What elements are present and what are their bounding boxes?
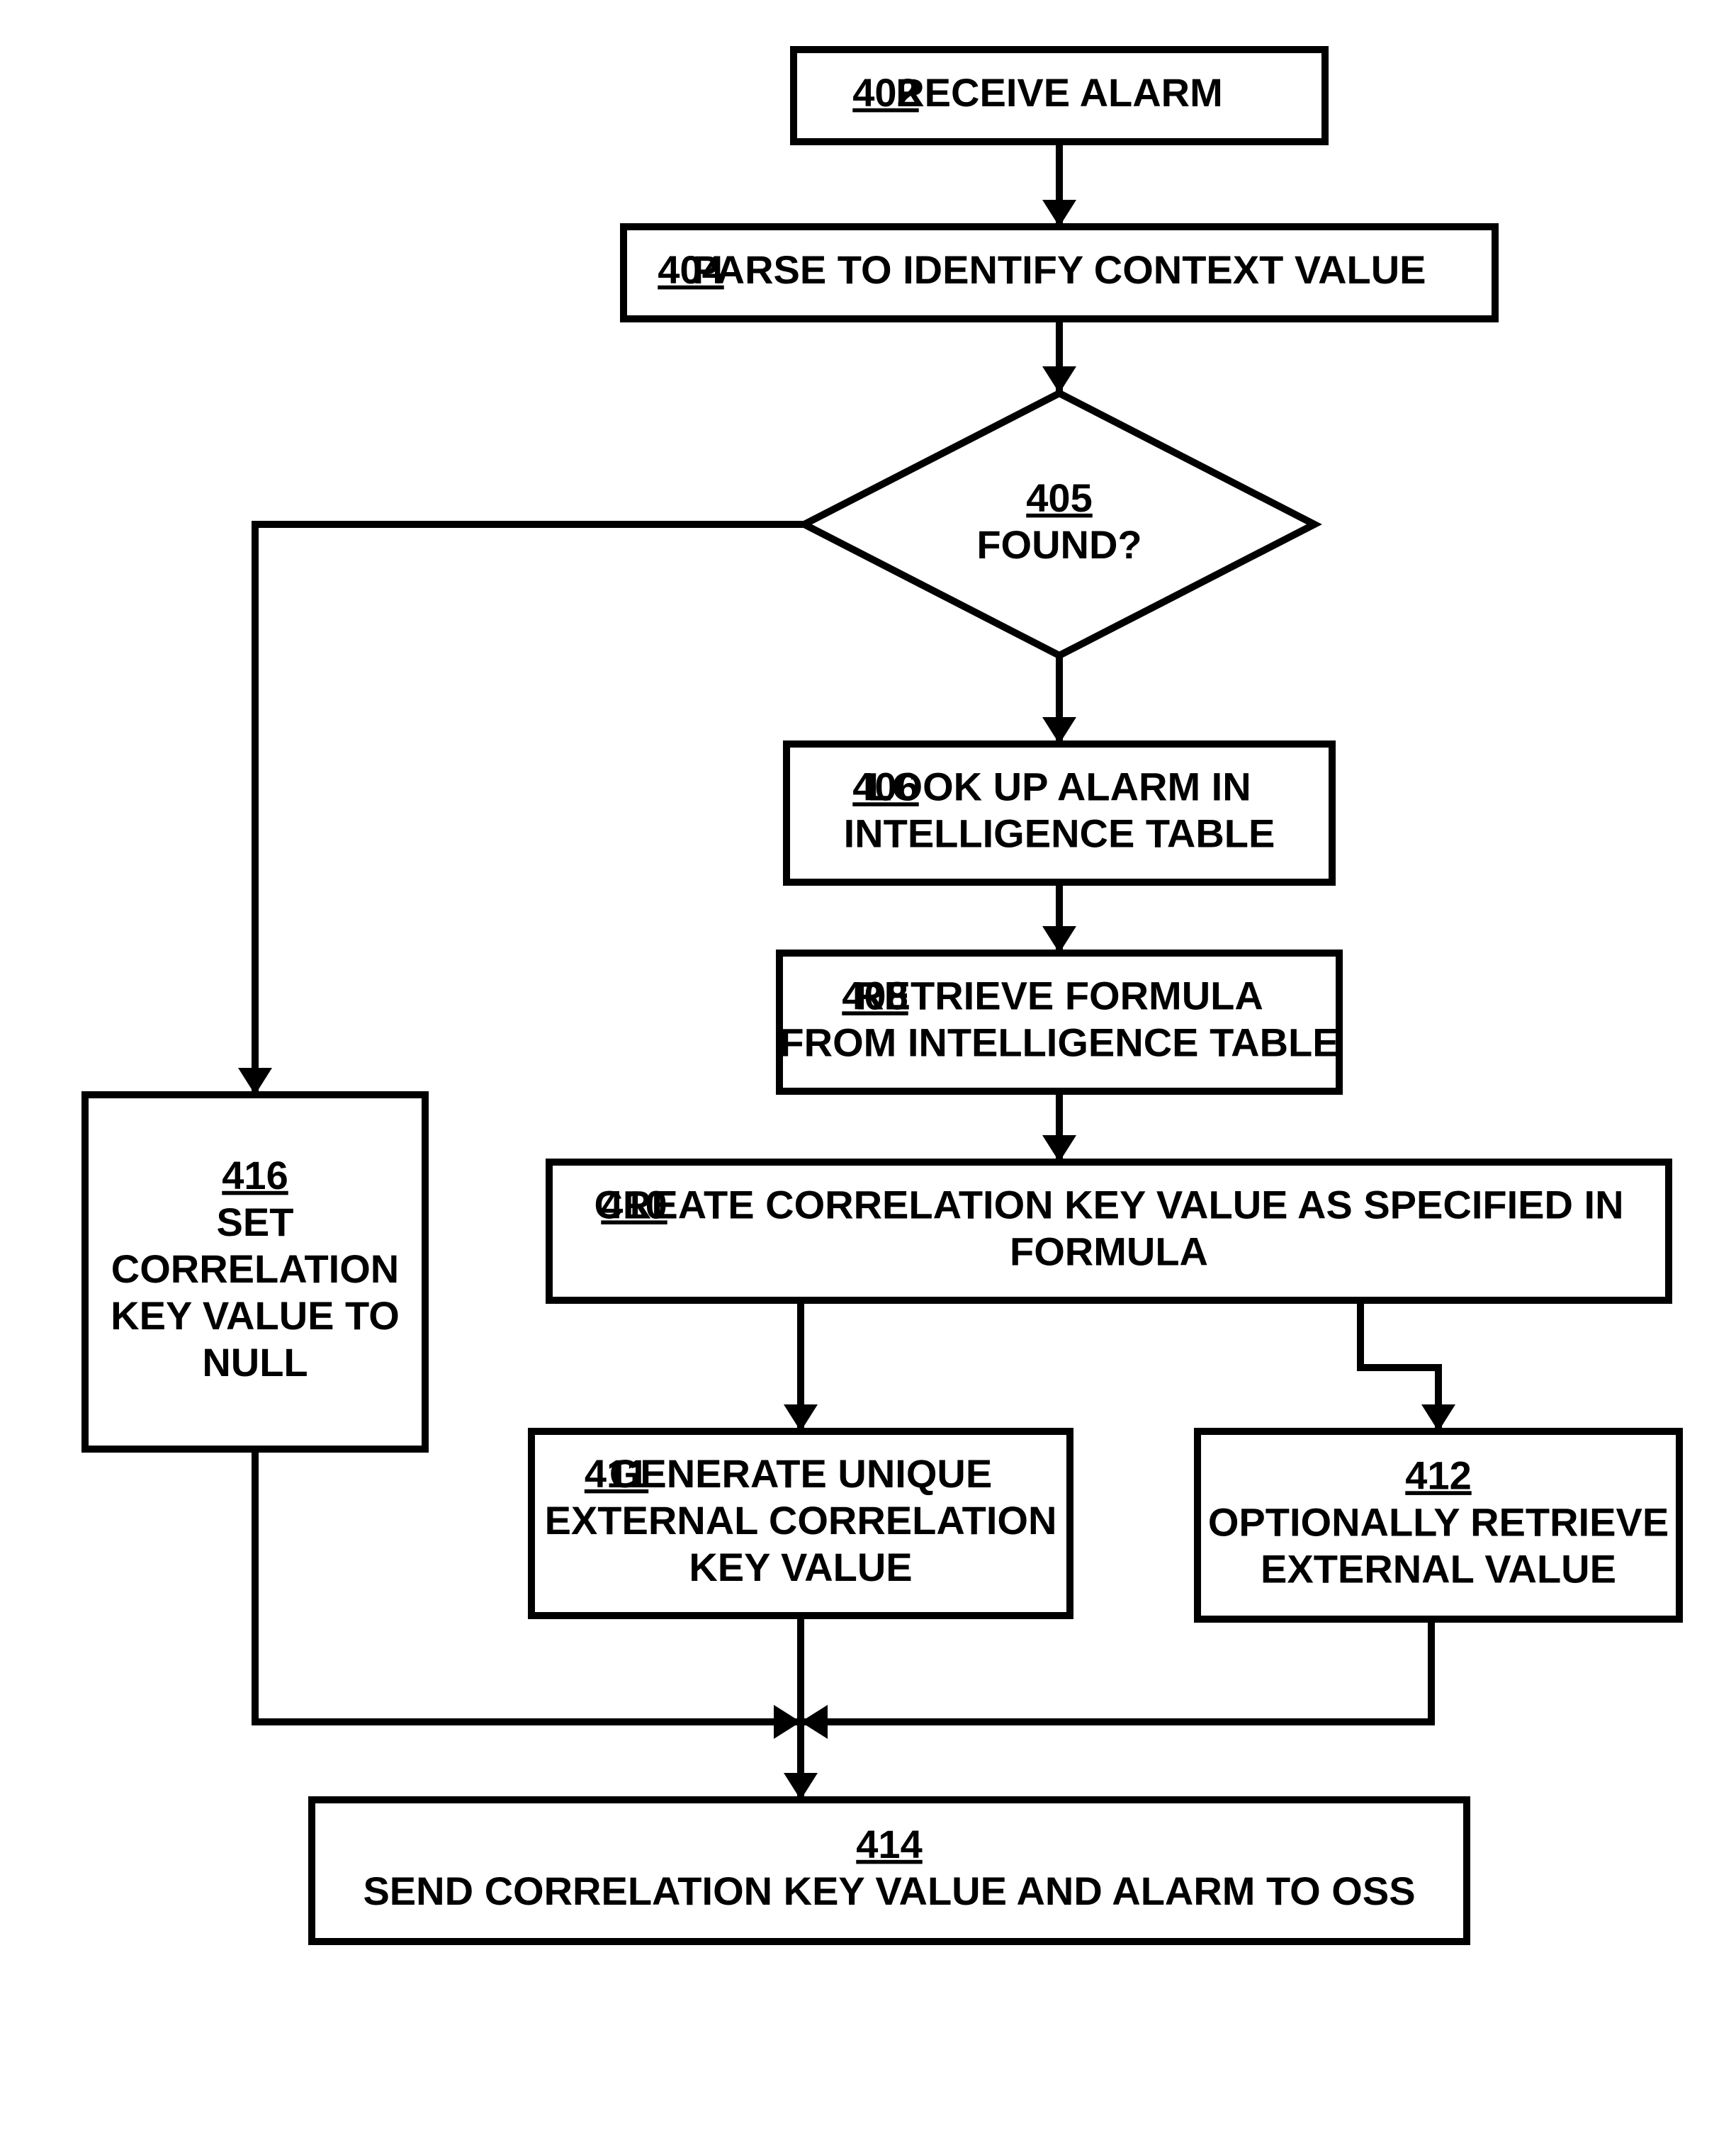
node-label: EXTERNAL CORRELATION — [545, 1498, 1057, 1543]
flow-node-n402: RECEIVE ALARM402 — [794, 50, 1325, 142]
flow-node-n406: LOOK UP ALARM ININTELLIGENCE TABLE406 — [787, 744, 1332, 882]
flow-edge — [255, 524, 804, 1095]
node-number: 410 — [601, 1182, 667, 1227]
node-label: GENERATE UNIQUE — [609, 1451, 992, 1496]
node-number: 404 — [658, 247, 723, 292]
node-number: 408 — [842, 973, 908, 1018]
node-number: 412 — [1405, 1453, 1471, 1497]
node-label: RETRIEVE FORMULA — [855, 973, 1263, 1018]
node-number: 416 — [222, 1153, 288, 1198]
flow-node-n404: PARSE TO IDENTIFY CONTEXT VALUE404 — [624, 227, 1495, 319]
node-label: FOUND? — [976, 522, 1142, 567]
node-label: SEND CORRELATION KEY VALUE AND ALARM TO … — [363, 1869, 1415, 1913]
node-label: NULL — [202, 1340, 308, 1385]
node-label: FROM INTELLIGENCE TABLE — [779, 1020, 1338, 1064]
flow-node-n411: GENERATE UNIQUEEXTERNAL CORRELATIONKEY V… — [531, 1431, 1070, 1616]
flow-node-n414: 414SEND CORRELATION KEY VALUE AND ALARM … — [312, 1800, 1467, 1942]
node-label: FORMULA — [1010, 1229, 1208, 1273]
flow-node-n416: 416SETCORRELATIONKEY VALUE TONULL — [85, 1095, 425, 1449]
flow-node-n408: RETRIEVE FORMULAFROM INTELLIGENCE TABLE4… — [779, 953, 1339, 1091]
flow-node-n412: 412OPTIONALLY RETRIEVEEXTERNAL VALUE — [1197, 1431, 1679, 1619]
node-label: KEY VALUE TO — [111, 1293, 400, 1338]
node-number: 405 — [1026, 475, 1092, 520]
node-number: 402 — [852, 70, 918, 115]
node-label: CREATE CORRELATION KEY VALUE AS SPECIFIE… — [594, 1182, 1623, 1227]
flow-edge — [801, 1619, 1431, 1722]
node-label: CORRELATION — [111, 1246, 400, 1291]
node-number: 411 — [585, 1451, 648, 1496]
node-label: SET — [217, 1200, 294, 1244]
flow-node-n410: CREATE CORRELATION KEY VALUE AS SPECIFIE… — [549, 1162, 1669, 1300]
node-number: 406 — [852, 764, 918, 809]
node-label: LOOK UP ALARM IN — [867, 764, 1251, 809]
node-number: 414 — [856, 1822, 922, 1866]
flow-node-n405: 405FOUND? — [804, 393, 1314, 655]
node-label: INTELLIGENCE TABLE — [844, 811, 1275, 855]
node-label: EXTERNAL VALUE — [1261, 1546, 1616, 1591]
node-label: RECEIVE ALARM — [896, 70, 1223, 115]
flow-edge — [1360, 1300, 1438, 1431]
node-label: KEY VALUE — [689, 1545, 912, 1589]
node-label: PARSE TO IDENTIFY CONTEXT VALUE — [692, 247, 1426, 292]
node-label: OPTIONALLY RETRIEVE — [1208, 1499, 1669, 1544]
